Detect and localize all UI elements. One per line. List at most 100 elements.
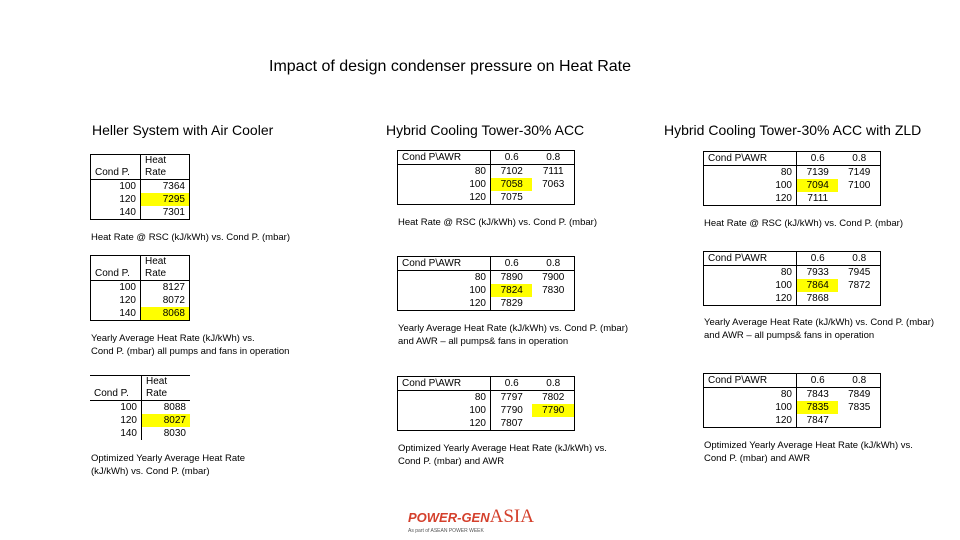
- value-cell: 7790: [500, 404, 523, 416]
- value-cell: 7835: [848, 401, 871, 413]
- table-row: 140 8030: [90, 427, 190, 440]
- cond-p-cell: 140: [90, 307, 141, 321]
- cond-p-cell: 100: [397, 404, 491, 417]
- table-row: 100 7094 7100: [703, 179, 881, 192]
- heat-rate-cell: 8030: [163, 427, 186, 439]
- table-row: 120 7868: [703, 292, 881, 306]
- cond-p-awr-header: Cond P\AWR: [397, 256, 491, 271]
- hybrid-optimized-table: Cond P\AWR 0.6 0.8 80 7797 7802 100 7790…: [397, 376, 575, 431]
- cond-p-awr-header: Cond P\AWR: [397, 376, 491, 391]
- table-row: 120 8072: [90, 294, 190, 307]
- value-cell-highlighted: 7790: [532, 404, 575, 417]
- value-cell: 7829: [500, 297, 523, 309]
- table-row: 100 8127: [90, 280, 190, 294]
- value-cell: 7111: [807, 192, 829, 204]
- value-cell: 7890: [500, 271, 523, 283]
- cond-p-cell: 140: [90, 206, 141, 220]
- cond-p-awr-header: Cond P\AWR: [703, 373, 797, 388]
- table-header-row: Cond P. Heat Rate: [90, 375, 190, 401]
- table-header-row: Cond P\AWR 0.6 0.8: [397, 376, 575, 391]
- column-header-zld: Hybrid Cooling Tower-30% ACC with ZLD: [664, 122, 922, 138]
- heller-table2-caption-line1: Yearly Average Heat Rate (kJ/kWh) vs.: [91, 333, 255, 344]
- value-cell-highlighted: 7835: [796, 401, 839, 414]
- table-row: 100 7824 7830: [397, 284, 575, 297]
- cond-p-cell: 120: [90, 294, 141, 307]
- table-row: 80 7890 7900: [397, 270, 575, 284]
- awr-08-header: 0.8: [532, 376, 575, 391]
- cond-p-awr-header: Cond P\AWR: [703, 251, 797, 266]
- cond-p-cell: 120: [90, 414, 142, 427]
- zld-table3-caption-line1: Optimized Yearly Average Heat Rate (kJ/k…: [704, 440, 913, 451]
- cond-p-cell: 120: [397, 297, 491, 311]
- column-header-heller: Heller System with Air Cooler: [92, 122, 274, 138]
- cond-p-cell: 80: [397, 270, 491, 284]
- table-row: 80 7102 7111: [397, 164, 575, 178]
- value-cell: 7830: [542, 284, 565, 296]
- cond-p-cell: 100: [90, 400, 142, 414]
- cond-p-awr-header: Cond P\AWR: [703, 151, 797, 166]
- cond-p-cell: 100: [703, 279, 797, 292]
- heller-optimized-table: Cond P. Heat Rate 100 8088 120 8027 140 …: [90, 375, 190, 440]
- table-row: 140 8068: [90, 307, 190, 321]
- value-cell: [838, 414, 880, 428]
- cond-p-cell: 80: [703, 387, 797, 401]
- logo-subtitle: As part of ASEAN POWER WEEK: [408, 528, 484, 534]
- cond-p-cell: 120: [397, 191, 491, 205]
- table-row: 80 7933 7945: [703, 265, 881, 279]
- table-row: 100 7790 7790: [397, 404, 575, 417]
- awr-08-header: 0.8: [532, 150, 575, 165]
- hybrid-table2-caption-line1: Yearly Average Heat Rate (kJ/kWh) vs. Co…: [398, 323, 629, 334]
- value-cell: [532, 417, 574, 431]
- heat-rate-cell-highlighted: 8068: [140, 307, 190, 321]
- cond-p-awr-header: Cond P\AWR: [397, 150, 491, 165]
- table-row: 100 8088: [90, 400, 190, 414]
- cond-p-cell: 100: [703, 179, 797, 192]
- value-cell: 7102: [500, 165, 523, 177]
- zld-table2-caption-line1: Yearly Average Heat Rate (kJ/kWh) vs. Co…: [704, 317, 935, 328]
- awr-06-header: 0.6: [490, 150, 533, 165]
- heller-table2-caption-line2: Cond P. (mbar) all pumps and fans in ope…: [91, 346, 290, 357]
- cond-p-cell: 80: [397, 164, 491, 178]
- heat-rate-cell: 8127: [162, 281, 185, 293]
- table-row: 100 7364: [90, 179, 190, 193]
- heat-rate-header: Heat Rate: [140, 154, 190, 180]
- awr-08-header: 0.8: [838, 151, 881, 166]
- table-row: 80 7843 7849: [703, 387, 881, 401]
- cond-p-cell: 120: [703, 192, 797, 206]
- value-cell-highlighted: 7058: [490, 178, 533, 191]
- awr-06-header: 0.6: [796, 151, 839, 166]
- value-cell: 7149: [848, 166, 871, 178]
- hybrid-heat-rate-rsc-table: Cond P\AWR 0.6 0.8 80 7102 7111 100 7058…: [397, 150, 575, 205]
- cond-p-cell: 100: [703, 401, 797, 414]
- heller-yearly-average-table: Cond P. Heat Rate 100 8127 120 8072 140 …: [90, 255, 190, 321]
- table-row: 120 7111: [703, 192, 881, 206]
- table-row: 120 8027: [90, 414, 190, 427]
- value-cell: 7139: [806, 166, 829, 178]
- zld-heat-rate-rsc-table: Cond P\AWR 0.6 0.8 80 7139 7149 100 7094…: [703, 151, 881, 206]
- value-cell: 7802: [542, 391, 565, 403]
- awr-08-header: 0.8: [838, 373, 881, 388]
- logo-text-main: POWER-GEN: [408, 510, 490, 525]
- cond-p-cell: 100: [90, 280, 141, 294]
- heat-rate-cell-highlighted: 8027: [141, 414, 190, 427]
- table-row: 80 7139 7149: [703, 165, 881, 179]
- value-cell: 7807: [500, 417, 523, 429]
- table-header-row: Cond P\AWR 0.6 0.8: [703, 373, 881, 388]
- heat-rate-cell: 7301: [162, 206, 185, 218]
- cond-p-cell: 80: [397, 390, 491, 404]
- heller-table3-caption-line2: (kJ/kWh) vs. Cond P. (mbar): [91, 466, 210, 477]
- table-header-row: Cond P. Heat Rate: [90, 255, 190, 281]
- heat-rate-cell: 8088: [163, 401, 186, 413]
- column-header-hybrid: Hybrid Cooling Tower-30% ACC: [386, 122, 585, 138]
- table-row: 100 7864 7872: [703, 279, 881, 292]
- heat-rate-cell: 7364: [162, 180, 185, 192]
- zld-yearly-average-table: Cond P\AWR 0.6 0.8 80 7933 7945 100 7864…: [703, 251, 881, 306]
- value-cell: [532, 297, 574, 311]
- cond-p-cell: 120: [90, 193, 141, 206]
- table-row: 140 7301: [90, 206, 190, 220]
- table-header-row: Cond P. Heat Rate: [90, 154, 190, 180]
- awr-08-header: 0.8: [838, 251, 881, 266]
- awr-06-header: 0.6: [796, 251, 839, 266]
- awr-06-header: 0.6: [796, 373, 839, 388]
- value-cell: 7868: [806, 292, 829, 304]
